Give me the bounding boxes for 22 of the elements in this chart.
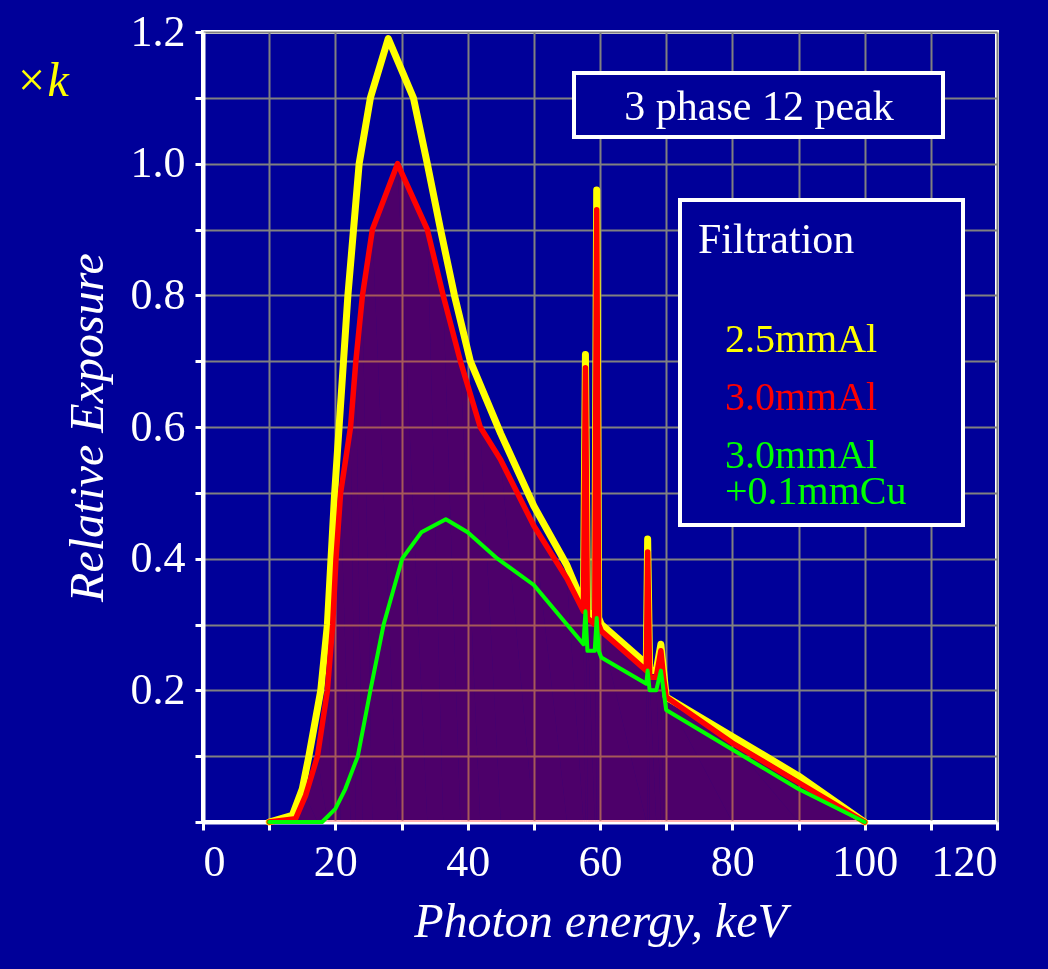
x-tick-label: 80	[710, 836, 755, 886]
x-axis-title: Photon energy, keV	[413, 893, 792, 947]
y-tick-label: 1.0	[130, 138, 186, 188]
y-tick-label: 0.6	[130, 401, 186, 451]
y-tick-label: 0.4	[130, 533, 186, 583]
x-tick-label: 120	[931, 836, 998, 886]
annotation: 3 phase 12 peak	[624, 83, 894, 129]
y-axis-title: Relative Exposure	[59, 253, 113, 603]
x-tick-label: 40	[446, 836, 491, 886]
x-tick-label: 60	[578, 836, 623, 886]
text: 2.5mmAl	[725, 316, 878, 361]
legend-title: Filtration	[698, 216, 855, 262]
y-tick-label: 0.8	[130, 269, 186, 319]
y-tick-label: 0.2	[130, 664, 186, 714]
x-tick-label: 20	[313, 836, 358, 886]
x-tick-label: 0	[203, 836, 226, 886]
text: ×k	[15, 53, 71, 106]
text: 3.0mmAl +0.1mmCu	[725, 432, 907, 513]
y-tick-label: 1.2	[130, 6, 186, 56]
text: 3.0mmAl	[725, 374, 878, 419]
line-series	[267, 517, 867, 824]
x-tick-label: 100	[832, 836, 899, 886]
